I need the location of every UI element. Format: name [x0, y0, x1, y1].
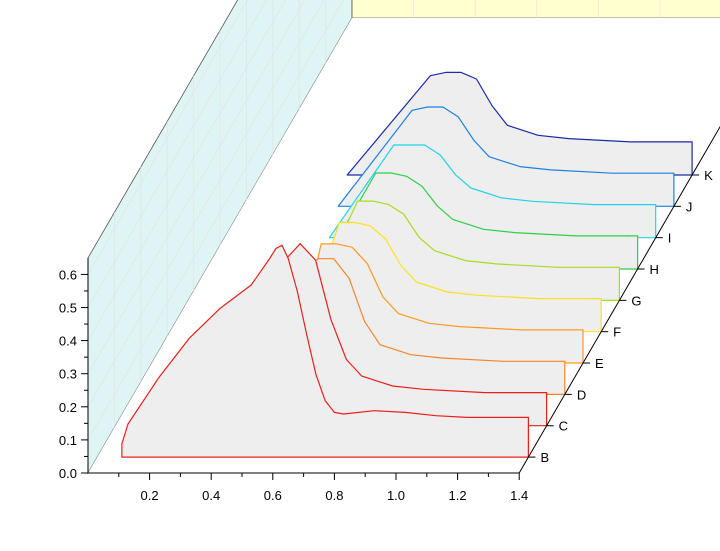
series-line-H — [319, 172, 639, 270]
y-tick-label: 0.3 — [59, 367, 77, 382]
x-tick-label: 0.6 — [264, 488, 282, 503]
series-line-D — [283, 258, 566, 395]
grid-line — [87, 0, 325, 407]
series-line-J — [337, 106, 675, 207]
series-label-E: E — [595, 356, 604, 371]
series-label-K: K — [704, 168, 713, 183]
series-fill-B — [121, 245, 529, 458]
series-label-I: I — [668, 231, 672, 246]
grid-line — [87, 0, 344, 441]
x-tick-label: 1.0 — [387, 488, 405, 503]
series-labels: K J I H G F E D C B — [528, 168, 713, 465]
chart-grid — [87, 0, 661, 441]
series-fill-D — [284, 258, 565, 395]
y-axis-ticks: 0.0 0.1 0.2 0.3 0.4 0.5 0.6 — [59, 267, 88, 481]
x-axis-ticks: 0.2 0.4 0.6 0.8 1.0 1.2 1.4 — [118, 473, 528, 503]
series-line-K — [346, 71, 693, 176]
x-tick-label: 0.8 — [325, 488, 343, 503]
series-line-C — [275, 243, 548, 427]
series-line-E — [292, 243, 584, 364]
x-tick-label: 0.2 — [141, 488, 159, 503]
y-tick-label: 0.5 — [59, 301, 77, 316]
x-tick-label: 0.4 — [202, 488, 220, 503]
series-label-D: D — [577, 387, 586, 402]
grid-line — [87, 0, 267, 308]
back-wall — [351, 0, 720, 19]
y-tick-label: 0.1 — [59, 433, 77, 448]
series-label-G: G — [631, 293, 641, 308]
series-label-B: B — [540, 450, 549, 465]
y-tick-label: 0.2 — [59, 400, 77, 415]
series-line-G — [310, 200, 621, 301]
y-tick-label: 0.4 — [59, 334, 77, 349]
x-tick-label: 1.2 — [449, 488, 467, 503]
y-tick-label: 0.6 — [59, 267, 77, 282]
x-tick-label: 1.4 — [510, 488, 528, 503]
series-label-F: F — [613, 325, 621, 340]
grid-line — [87, 0, 306, 374]
series-label-J: J — [686, 199, 693, 214]
y-tick-label: 0.0 — [59, 466, 77, 481]
chart-series — [121, 71, 693, 458]
series-label-H: H — [650, 262, 659, 277]
grid-line — [87, 0, 248, 275]
series-label-C: C — [559, 419, 568, 434]
series-line-F — [301, 221, 602, 333]
series-line-I — [328, 144, 657, 239]
depth-axis-line — [518, 125, 720, 474]
series-line-B — [121, 244, 530, 458]
grid-line — [87, 0, 286, 341]
series-fill-C — [275, 243, 547, 426]
